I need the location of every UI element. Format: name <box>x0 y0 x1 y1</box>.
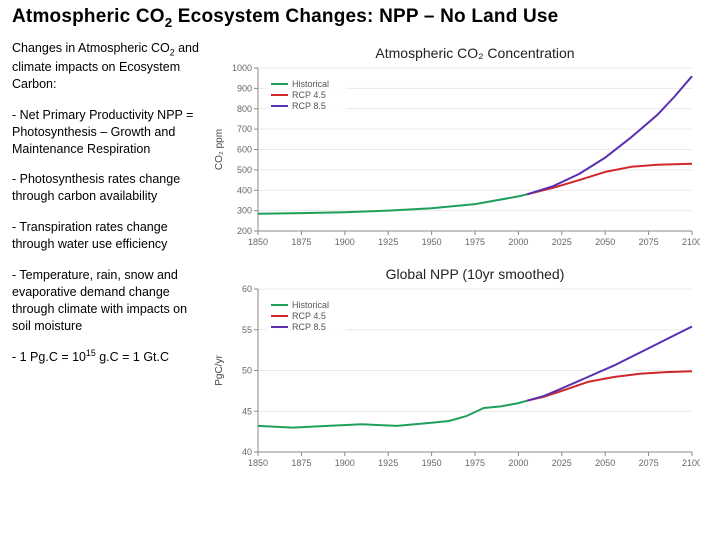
svg-text:1975: 1975 <box>465 458 485 468</box>
svg-text:2050: 2050 <box>595 458 615 468</box>
title-post: Ecosystem Changes: NPP – No Land Use <box>172 6 558 27</box>
para-transpiration: - Transpiration rates change through wat… <box>12 219 202 253</box>
svg-text:200: 200 <box>237 226 252 236</box>
svg-text:900: 900 <box>237 83 252 93</box>
title-pre: Atmospheric CO <box>12 6 165 27</box>
svg-text:1875: 1875 <box>291 458 311 468</box>
charts-column: 200 300 400 500 600 700 800 900 1000 1850 1875 1900… <box>210 40 708 476</box>
svg-text:2000: 2000 <box>508 458 528 468</box>
svg-text:CO₂ ppm: CO₂ ppm <box>214 129 225 170</box>
svg-text:700: 700 <box>237 124 252 134</box>
svg-text:1900: 1900 <box>335 237 355 247</box>
svg-text:1925: 1925 <box>378 458 398 468</box>
co2-chart: 200 300 400 500 600 700 800 900 1000 1850 1875 1900… <box>210 40 708 255</box>
series-rcp45 <box>527 164 692 195</box>
svg-text:50: 50 <box>242 365 252 375</box>
svg-text:2025: 2025 <box>552 237 572 247</box>
svg-text:1925: 1925 <box>378 237 398 247</box>
para-photosynthesis: - Photosynthesis rates change through ca… <box>12 171 202 205</box>
svg-text:60: 60 <box>242 284 252 294</box>
para-climate: - Temperature, rain, snow and evaporativ… <box>12 267 202 335</box>
svg-text:1875: 1875 <box>291 237 311 247</box>
svg-text:45: 45 <box>242 406 252 416</box>
chart-title: Global NPP (10yr smoothed) <box>386 266 565 282</box>
svg-text:800: 800 <box>237 104 252 114</box>
co2-chart-svg: 200 300 400 500 600 700 800 900 1000 1850 1875 1900… <box>210 40 700 255</box>
svg-text:2075: 2075 <box>639 458 659 468</box>
para-npp: - Net Primary Productivity NPP = Photosy… <box>12 107 202 158</box>
svg-text:2000: 2000 <box>508 237 528 247</box>
legend-label-rcp45: RCP 4.5 <box>292 90 326 100</box>
series-rcp85 <box>527 76 692 194</box>
npp-chart: 40 45 50 55 60 1850 1875 1900 1925 1950 1975 2000 20… <box>210 261 708 476</box>
svg-text:2100: 2100 <box>682 458 700 468</box>
svg-text:2075: 2075 <box>639 237 659 247</box>
svg-text:55: 55 <box>242 325 252 335</box>
svg-text:1000: 1000 <box>232 63 252 73</box>
para-unit: - 1 Pg.C = 1015 g.C = 1 Gt.C <box>12 348 202 366</box>
description-column: Changes in Atmospheric CO2 and climate i… <box>12 40 202 476</box>
npp-chart-svg: 40 45 50 55 60 1850 1875 1900 1925 1950 1975 2000 20… <box>210 261 700 476</box>
svg-text:1950: 1950 <box>422 237 442 247</box>
svg-text:600: 600 <box>237 144 252 154</box>
svg-text:2050: 2050 <box>595 237 615 247</box>
legend-label-historical: Historical <box>292 79 329 89</box>
svg-text:1975: 1975 <box>465 237 485 247</box>
legend-label-historical: Historical <box>292 300 329 310</box>
svg-text:1950: 1950 <box>422 458 442 468</box>
svg-text:1850: 1850 <box>248 458 268 468</box>
svg-text:1900: 1900 <box>335 458 355 468</box>
legend-label-rcp85: RCP 8.5 <box>292 322 326 332</box>
legend: HistoricalRCP 4.5RCP 8.5 <box>266 76 346 115</box>
svg-text:2100: 2100 <box>682 237 700 247</box>
svg-text:300: 300 <box>237 205 252 215</box>
legend: HistoricalRCP 4.5RCP 8.5 <box>266 297 346 336</box>
series-historical <box>258 400 527 427</box>
series-rcp85 <box>527 326 692 400</box>
svg-text:400: 400 <box>237 185 252 195</box>
svg-text:PgC/yr: PgC/yr <box>214 354 225 385</box>
page-title: Atmospheric CO2 Ecosystem Changes: NPP –… <box>12 6 708 30</box>
legend-label-rcp45: RCP 4.5 <box>292 311 326 321</box>
para-intro: Changes in Atmospheric CO2 and climate i… <box>12 40 202 93</box>
svg-text:500: 500 <box>237 165 252 175</box>
svg-text:2025: 2025 <box>552 458 572 468</box>
svg-text:40: 40 <box>242 447 252 457</box>
chart-title: Atmospheric CO₂ Concentration <box>375 45 574 61</box>
series-rcp45 <box>527 371 692 400</box>
content-row: Changes in Atmospheric CO2 and climate i… <box>12 40 708 476</box>
svg-text:1850: 1850 <box>248 237 268 247</box>
legend-label-rcp85: RCP 8.5 <box>292 101 326 111</box>
